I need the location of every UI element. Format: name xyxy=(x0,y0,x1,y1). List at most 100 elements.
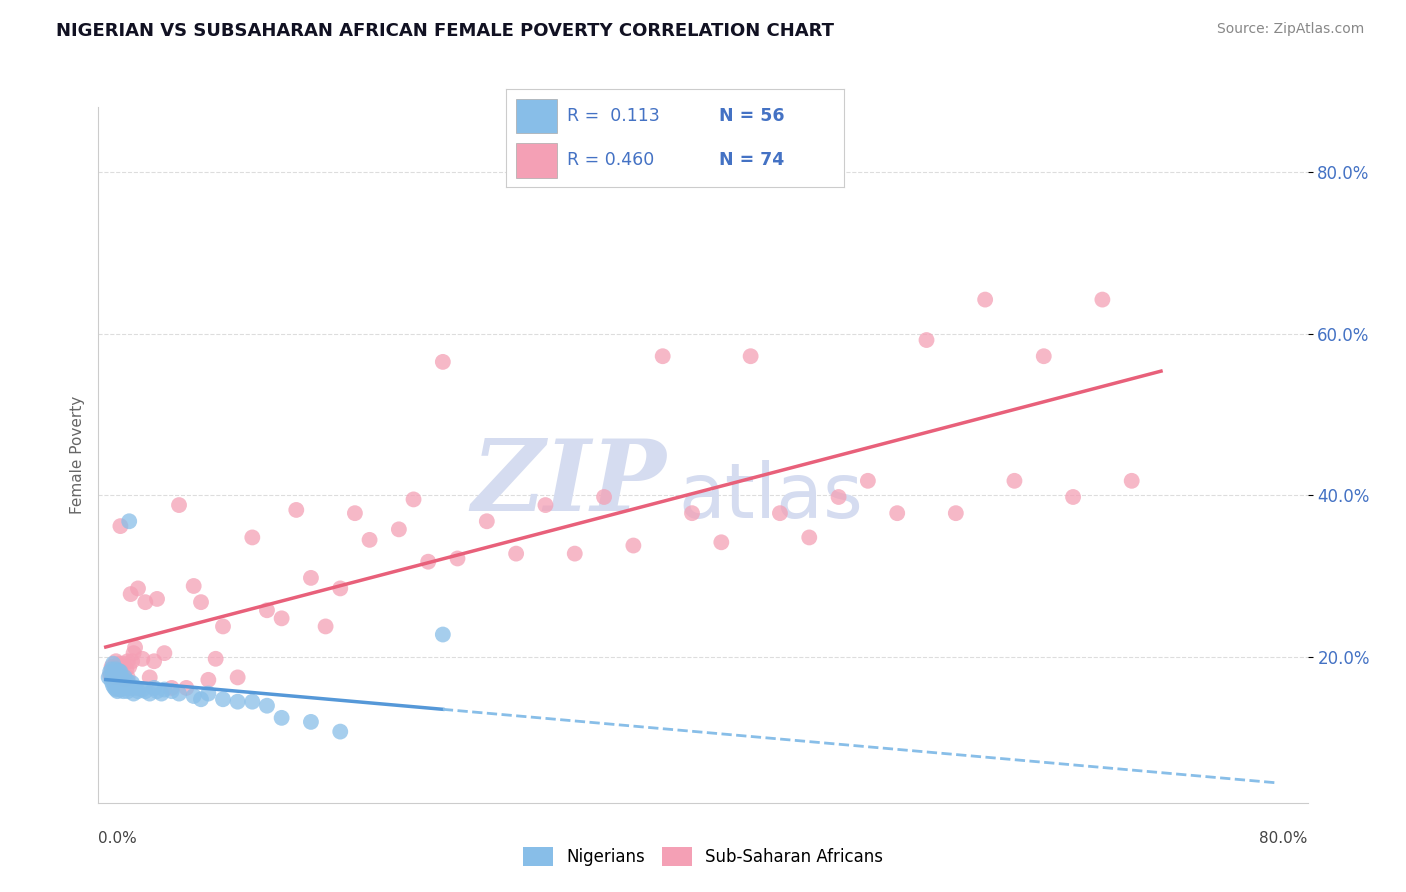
Point xyxy=(103,681,125,695)
Point xyxy=(1004,474,1026,488)
Point xyxy=(256,698,278,713)
Point xyxy=(856,474,879,488)
Point xyxy=(150,687,173,701)
Text: N = 56: N = 56 xyxy=(718,107,785,125)
Point xyxy=(153,646,176,660)
Point xyxy=(105,654,128,668)
Point xyxy=(114,681,136,695)
Point xyxy=(131,682,153,697)
Point xyxy=(105,662,128,676)
Point xyxy=(103,670,125,684)
Point xyxy=(110,682,132,697)
Point xyxy=(100,660,122,674)
Point xyxy=(505,547,527,561)
Point xyxy=(112,657,135,671)
Point xyxy=(105,662,128,676)
Point xyxy=(315,619,337,633)
Point xyxy=(112,674,135,689)
Point xyxy=(122,646,145,660)
Point xyxy=(432,627,454,641)
Point xyxy=(285,503,308,517)
Point xyxy=(534,498,557,512)
Point xyxy=(122,687,145,701)
Point xyxy=(329,724,352,739)
Point xyxy=(167,498,190,512)
Text: Source: ZipAtlas.com: Source: ZipAtlas.com xyxy=(1216,22,1364,37)
Point xyxy=(117,654,139,668)
Point xyxy=(124,681,146,695)
Point xyxy=(146,684,169,698)
Point xyxy=(146,591,169,606)
Y-axis label: Female Poverty: Female Poverty xyxy=(69,396,84,514)
Point xyxy=(111,665,134,679)
Text: N = 74: N = 74 xyxy=(718,152,785,169)
Point xyxy=(167,687,190,701)
Point xyxy=(107,684,129,698)
Point xyxy=(190,692,212,706)
Point xyxy=(124,640,146,655)
Point xyxy=(107,666,129,681)
Bar xyxy=(516,99,557,133)
Point xyxy=(121,676,143,690)
Point xyxy=(240,531,263,545)
Point xyxy=(197,673,219,687)
Point xyxy=(204,652,226,666)
Point xyxy=(112,684,135,698)
Point xyxy=(127,582,149,596)
Point xyxy=(111,670,134,684)
Point xyxy=(117,684,139,698)
Point xyxy=(197,687,219,701)
Text: 0.0%: 0.0% xyxy=(98,831,138,846)
Point xyxy=(114,673,136,687)
Point xyxy=(120,681,142,695)
Point xyxy=(212,692,235,706)
Point xyxy=(1032,349,1054,363)
Point xyxy=(110,670,132,684)
Text: 80.0%: 80.0% xyxy=(1260,831,1308,846)
Point xyxy=(117,670,139,684)
Point xyxy=(1062,490,1084,504)
Point xyxy=(299,714,322,729)
Point xyxy=(143,654,166,668)
Point xyxy=(100,674,122,689)
Point xyxy=(226,670,249,684)
Point xyxy=(270,611,292,625)
Point xyxy=(105,673,128,687)
Point xyxy=(105,682,128,697)
Text: R =  0.113: R = 0.113 xyxy=(567,107,659,125)
Point xyxy=(117,674,139,689)
Point xyxy=(107,668,129,682)
Point xyxy=(101,668,124,682)
Point xyxy=(190,595,212,609)
Point xyxy=(176,681,198,695)
Text: atlas: atlas xyxy=(679,459,863,533)
Point xyxy=(329,582,352,596)
Point xyxy=(446,551,468,566)
Point xyxy=(593,490,616,504)
Point xyxy=(110,665,132,679)
Point xyxy=(1091,293,1114,307)
Point xyxy=(827,490,849,504)
Point xyxy=(120,587,142,601)
Point xyxy=(710,535,733,549)
Point xyxy=(131,652,153,666)
Point xyxy=(475,514,498,528)
Point xyxy=(886,506,908,520)
Point xyxy=(418,555,440,569)
Legend: Nigerians, Sub-Saharan Africans: Nigerians, Sub-Saharan Africans xyxy=(515,839,891,874)
Point xyxy=(101,657,124,671)
Point xyxy=(110,674,132,689)
Point xyxy=(101,665,124,679)
Point xyxy=(226,695,249,709)
Point xyxy=(118,514,141,528)
Point xyxy=(111,681,134,695)
Point xyxy=(915,333,938,347)
Point xyxy=(115,662,138,676)
Point xyxy=(97,670,120,684)
Point xyxy=(651,349,673,363)
Point xyxy=(799,531,821,545)
Point xyxy=(183,579,205,593)
Point xyxy=(153,682,176,697)
Point xyxy=(240,695,263,709)
Point xyxy=(270,711,292,725)
